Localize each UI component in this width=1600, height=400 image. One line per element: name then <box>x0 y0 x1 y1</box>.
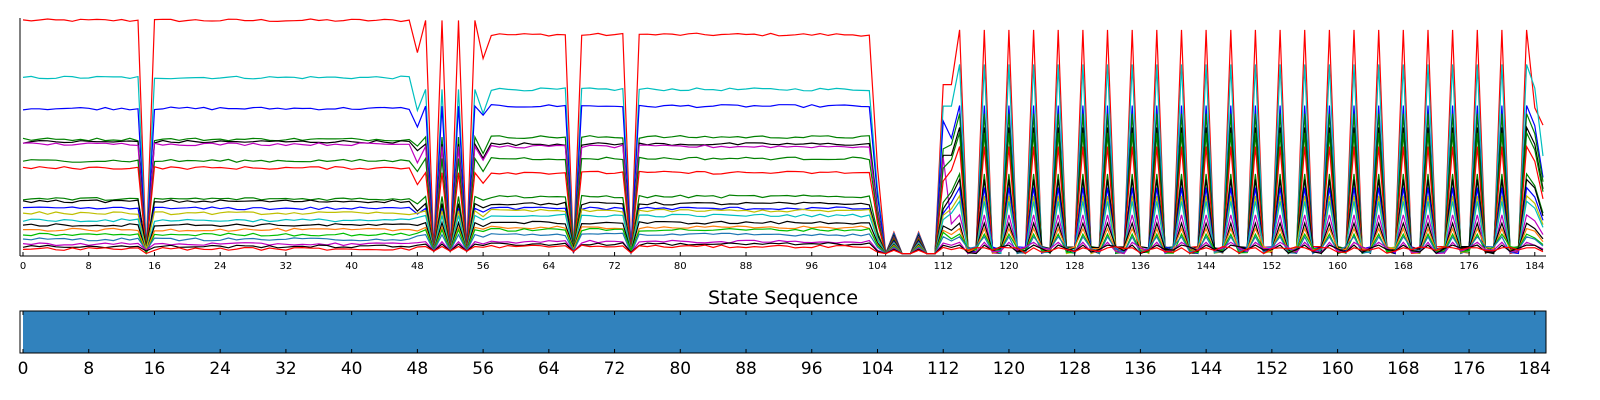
state-sequence-frame <box>19 310 1547 354</box>
series-line <box>22 130 1544 256</box>
x-tick-label: 160 <box>1328 261 1347 272</box>
x-tick-label: 80 <box>674 261 687 272</box>
state-tick-label: 128 <box>1058 359 1090 379</box>
x-tick-label: 64 <box>542 261 555 272</box>
x-tick-label: 184 <box>1525 261 1544 272</box>
state-tick-label: 152 <box>1256 359 1288 379</box>
line-chart: 0 8 16 24 32 40 48 56 64 72 80 88 96 104 112 120 128 136 1… <box>19 18 1546 272</box>
series-line <box>22 64 1544 256</box>
x-tick-label: 48 <box>411 261 424 272</box>
series-line <box>22 194 1544 255</box>
x-tick-label: 88 <box>740 261 753 272</box>
series-line <box>22 244 1544 255</box>
state-bars <box>23 311 1546 353</box>
state-tick-label: 168 <box>1387 359 1419 379</box>
state-tick-label: 96 <box>801 359 823 379</box>
state-tick-label: 176 <box>1453 359 1485 379</box>
state-tick-label: 40 <box>341 359 363 379</box>
state-tick-label: 64 <box>538 359 560 379</box>
state-tick-label: 48 <box>407 359 429 379</box>
state-tick-label: 120 <box>993 359 1025 379</box>
state-tick-label: 112 <box>927 359 959 379</box>
state-tick-label: 104 <box>861 359 893 379</box>
x-tick-label: 72 <box>608 261 621 272</box>
state-x-ticks: 0 8 16 24 32 40 48 56 64 72 80 88 96 104 112 120 128 136 1… <box>18 311 1551 379</box>
state-tick-label: 0 <box>18 359 29 379</box>
series-line <box>22 220 1544 255</box>
state-tick-label: 8 <box>83 359 94 379</box>
x-tick-label: 24 <box>214 261 227 272</box>
x-tick-label: 32 <box>280 261 293 272</box>
x-tick-label: 112 <box>934 261 953 272</box>
x-tick-label: 136 <box>1131 261 1150 272</box>
state-tick-label: 24 <box>209 359 231 379</box>
x-tick-label: 56 <box>477 261 490 272</box>
x-tick-label: 128 <box>1065 261 1084 272</box>
series-line <box>22 113 1544 256</box>
x-tick-label: 16 <box>148 261 161 272</box>
series-line <box>22 227 1544 255</box>
series-group <box>22 18 1544 256</box>
state-sequence-chart: State Sequence 0 8 16 24 32 40 48 56 64 72 80 88 96 1… <box>18 287 1551 379</box>
state-tick-label: 56 <box>472 359 494 379</box>
state-tick-label: 160 <box>1321 359 1353 379</box>
x-ticks: 0 8 16 24 32 40 48 56 64 72 80 88 96 104 112 120 128 136 1… <box>20 252 1544 272</box>
series-line <box>22 242 1544 255</box>
state-tick-label: 16 <box>144 359 166 379</box>
x-tick-label: 168 <box>1394 261 1413 272</box>
state-tick-label: 144 <box>1190 359 1222 379</box>
state-tick-label: 32 <box>275 359 297 379</box>
state-bar <box>23 311 1546 353</box>
x-tick-label: 40 <box>345 261 358 272</box>
x-tick-label: 176 <box>1460 261 1479 272</box>
state-tick-label: 80 <box>669 359 691 379</box>
x-tick-label: 0 <box>20 261 26 272</box>
series-line <box>22 18 1544 255</box>
x-tick-label: 96 <box>805 261 818 272</box>
x-tick-label: 144 <box>1197 261 1216 272</box>
state-tick-label: 88 <box>735 359 757 379</box>
state-tick-label: 72 <box>604 359 626 379</box>
state-tick-label: 136 <box>1124 359 1156 379</box>
x-tick-label: 152 <box>1262 261 1281 272</box>
x-tick-label: 120 <box>999 261 1018 272</box>
series-line <box>22 144 1544 256</box>
state-sequence-title: State Sequence <box>708 287 858 309</box>
x-tick-label: 104 <box>868 261 887 272</box>
state-tick-label: 184 <box>1519 359 1551 379</box>
x-tick-label: 8 <box>86 261 92 272</box>
